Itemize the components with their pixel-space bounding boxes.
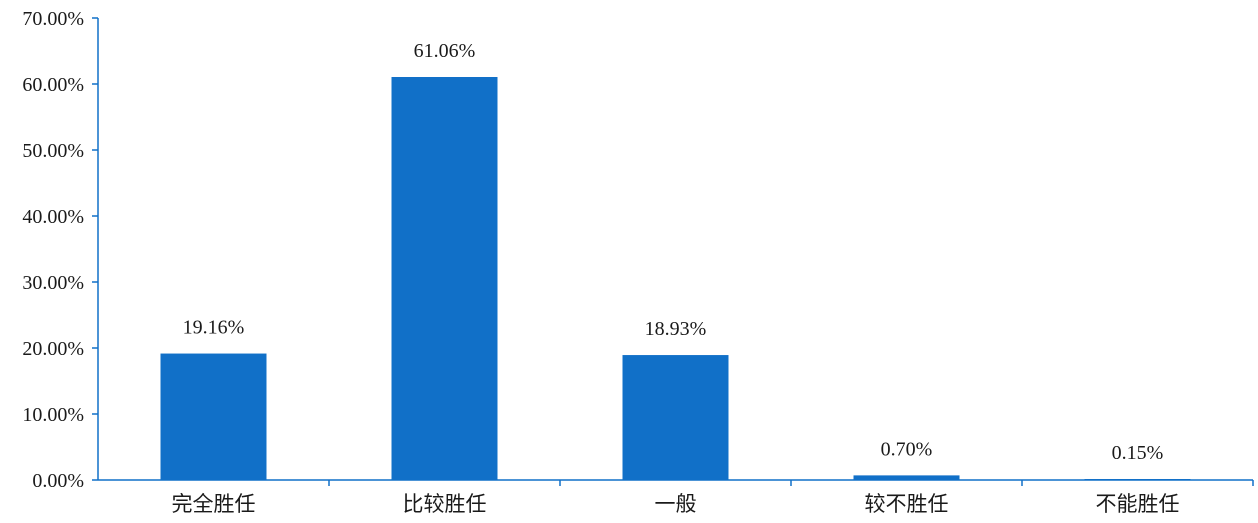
y-tick-label: 30.00% bbox=[22, 272, 84, 294]
y-tick-label: 60.00% bbox=[22, 74, 84, 96]
y-tick-label: 50.00% bbox=[22, 140, 84, 162]
x-tick-label: 一般 bbox=[655, 492, 697, 516]
y-tick-label: 70.00% bbox=[22, 8, 84, 30]
y-tick-label: 20.00% bbox=[22, 338, 84, 360]
x-tick-label: 比较胜任 bbox=[403, 492, 487, 516]
bar bbox=[160, 353, 267, 480]
x-tick-label: 较不胜任 bbox=[865, 492, 949, 516]
bars bbox=[160, 77, 1191, 480]
bar bbox=[391, 77, 498, 480]
data-label: 61.06% bbox=[414, 40, 476, 62]
data-label: 18.93% bbox=[645, 318, 707, 340]
y-tick-label: 0.00% bbox=[32, 470, 84, 492]
y-tick-label: 10.00% bbox=[22, 404, 84, 426]
bar bbox=[853, 475, 960, 480]
data-label: 0.70% bbox=[881, 438, 933, 460]
data-labels: 19.16% 61.06% 18.93% 0.70% 0.15% bbox=[183, 40, 1164, 464]
y-axis: 0.00% 10.00% 20.00% 30.00% 40.00% 50.00% 60.00… bbox=[22, 8, 99, 492]
bar bbox=[1084, 479, 1191, 480]
x-axis: 完全胜任 比较胜任 一般 较不胜任 不能胜任 bbox=[98, 479, 1254, 516]
y-tick-label: 40.00% bbox=[22, 206, 84, 228]
x-tick-label: 不能胜任 bbox=[1096, 492, 1180, 516]
data-label: 19.16% bbox=[183, 317, 245, 339]
bar bbox=[622, 355, 729, 480]
x-tick-label: 完全胜任 bbox=[172, 492, 256, 516]
data-label: 0.15% bbox=[1112, 442, 1164, 464]
